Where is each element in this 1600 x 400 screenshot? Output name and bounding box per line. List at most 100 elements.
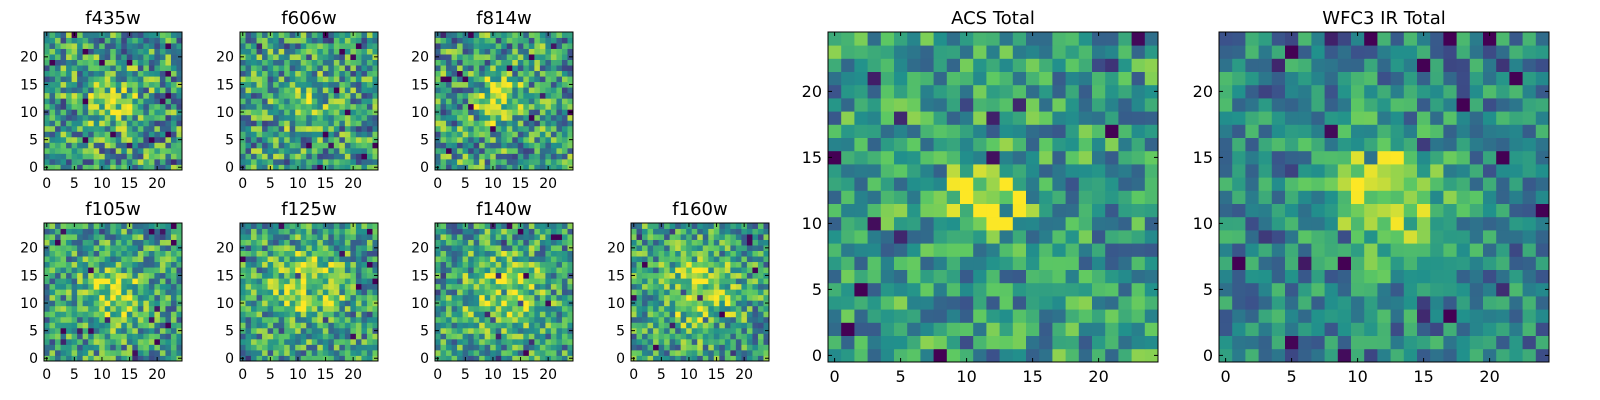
heatmap-cell: [344, 37, 351, 44]
heatmap-cell: [724, 355, 731, 362]
heatmap-cell: [658, 239, 665, 246]
heatmap-cell: [159, 344, 166, 351]
heatmap-cell: [457, 349, 463, 356]
heatmap-cell: [273, 283, 280, 290]
heatmap-cell: [457, 283, 463, 290]
heatmap-cell: [545, 289, 552, 296]
heatmap-cell: [311, 109, 318, 116]
heatmap-cell: [479, 338, 486, 345]
heatmap-cell: [561, 109, 568, 116]
heatmap-cell: [686, 333, 693, 340]
heatmap-cell: [435, 250, 441, 257]
heatmap-cell: [49, 239, 56, 246]
heatmap-cell: [841, 296, 855, 310]
heatmap-cell: [115, 109, 122, 116]
heatmap-cell: [556, 59, 563, 66]
heatmap-cell: [501, 92, 508, 99]
heatmap-cell: [907, 322, 921, 336]
heatmap-cell: [159, 228, 166, 235]
heatmap-cell: [159, 103, 166, 110]
heatmap-cell: [77, 245, 84, 251]
heatmap-cell: [691, 245, 698, 251]
heatmap-cell: [115, 70, 122, 77]
heatmap-cell: [333, 153, 340, 160]
heatmap-cell: [647, 327, 654, 334]
heatmap-cell: [686, 278, 693, 285]
heatmap-cell: [708, 305, 715, 312]
heatmap-cell: [344, 81, 351, 88]
heatmap-cell: [512, 98, 519, 105]
heatmap-cell: [71, 245, 78, 251]
heatmap-cell: [501, 43, 508, 49]
heatmap-cell: [457, 43, 463, 49]
heatmap-cell: [267, 92, 274, 99]
heatmap-cell: [484, 114, 491, 121]
heatmap-cell: [306, 131, 313, 138]
heatmap-cell: [306, 164, 313, 171]
heatmap-cell: [49, 65, 56, 72]
heatmap-cell: [484, 92, 491, 99]
heatmap-cell: [245, 65, 252, 72]
heatmap-cell: [49, 92, 56, 99]
heatmap-cell: [539, 278, 546, 285]
heatmap-cell: [132, 114, 139, 121]
heatmap-cell: [339, 153, 346, 160]
heatmap-cell: [339, 338, 346, 345]
heatmap-cell: [104, 239, 111, 246]
heatmap-cell: [44, 333, 50, 340]
heatmap-cell: [561, 54, 568, 60]
heatmap-cell: [719, 223, 726, 229]
heatmap-cell: [647, 245, 654, 251]
heatmap-cell: [708, 300, 715, 307]
heatmap-cell: [702, 294, 709, 301]
heatmap-cell: [372, 114, 379, 121]
heatmap-cell: [642, 338, 648, 345]
heatmap-cell: [517, 272, 524, 279]
heatmap-cell: [1026, 309, 1040, 323]
y-tick-label: 0: [420, 351, 429, 367]
heatmap-cell: [669, 228, 676, 235]
heatmap-cell: [440, 355, 447, 362]
heatmap-cell: [267, 338, 274, 345]
heatmap-cell: [88, 289, 95, 296]
heatmap-cell: [440, 109, 447, 116]
heatmap-cell: [501, 120, 508, 127]
heatmap-cell: [262, 120, 268, 127]
heatmap-cell: [495, 70, 502, 77]
heatmap-cell: [256, 147, 263, 154]
heatmap-cell: [44, 228, 50, 235]
heatmap-cell: [240, 43, 246, 49]
heatmap-cell: [517, 109, 524, 116]
heatmap-cell: [104, 256, 111, 263]
heatmap-cell: [121, 43, 128, 49]
x-tick-label: 15: [708, 367, 726, 383]
heatmap-cell: [154, 283, 161, 290]
heatmap-cell: [752, 256, 759, 263]
heatmap-cell: [251, 333, 257, 340]
heatmap-cell: [642, 349, 648, 356]
heatmap-cell: [1092, 164, 1106, 178]
heatmap-cell: [306, 294, 313, 301]
heatmap-cell: [44, 43, 50, 49]
heatmap-cell: [561, 120, 568, 127]
heatmap-cell: [71, 272, 78, 279]
heatmap-cell: [300, 344, 307, 351]
heatmap-cell: [539, 125, 546, 132]
heatmap-cell: [462, 142, 469, 149]
heatmap-cell: [669, 256, 676, 263]
heatmap-cell: [539, 338, 546, 345]
heatmap-cell: [719, 239, 726, 246]
heatmap-cell: [528, 316, 535, 323]
heatmap-cell: [295, 283, 302, 290]
heatmap-cell: [512, 349, 519, 356]
heatmap-cell: [647, 283, 654, 290]
heatmap-cell: [143, 87, 150, 94]
heatmap-cell: [289, 142, 296, 149]
heatmap-cell: [697, 228, 704, 235]
heatmap-cell: [1118, 322, 1132, 336]
heatmap-cell: [435, 114, 441, 121]
heatmap-cell: [126, 256, 133, 263]
heatmap-cell: [350, 300, 357, 307]
heatmap-cell: [333, 250, 340, 257]
heatmap-cell: [561, 81, 568, 88]
